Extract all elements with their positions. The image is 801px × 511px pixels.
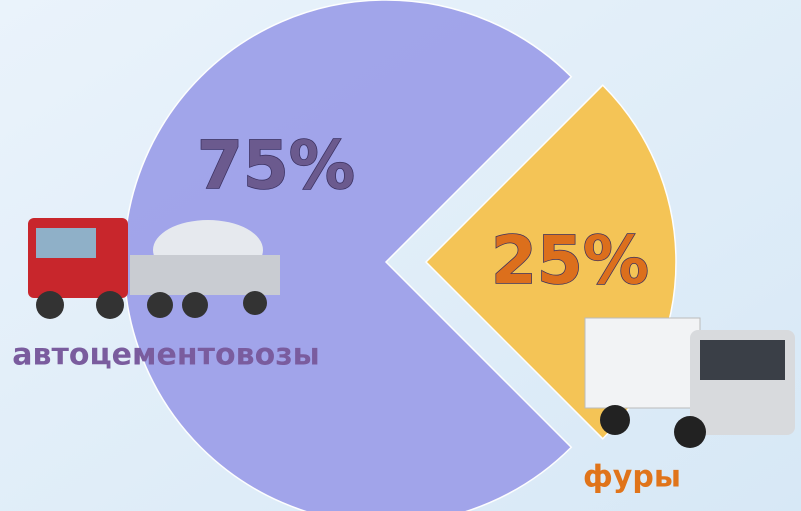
- chart: 75% автоцементовозы 25% фуры: [0, 0, 801, 511]
- category-label: фуры: [583, 460, 681, 495]
- box-truck-image: [585, 318, 795, 448]
- value-label: 25%: [491, 222, 649, 299]
- category-label: автоцементовозы: [12, 338, 320, 373]
- value-label: 75%: [197, 127, 355, 204]
